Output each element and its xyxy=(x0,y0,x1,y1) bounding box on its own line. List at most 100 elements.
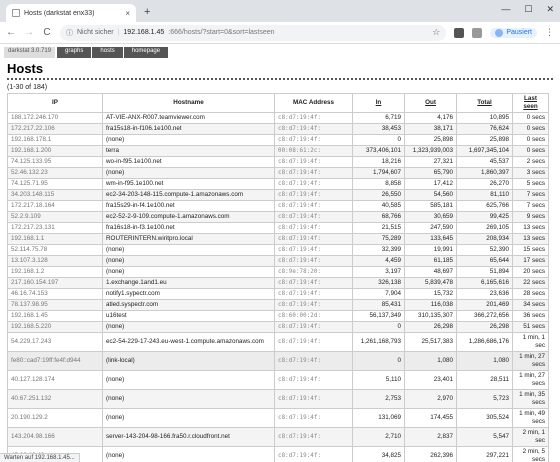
cell-in: 38,453 xyxy=(352,123,405,135)
back-icon[interactable]: ← xyxy=(6,27,16,38)
cell-ip[interactable]: 143.204.98.166 xyxy=(7,427,103,447)
cell-mac: c8:d7:19:4f: xyxy=(274,178,353,190)
extension-icon[interactable] xyxy=(472,27,483,38)
cell-ip[interactable]: 52.114.75.78 xyxy=(7,244,103,256)
cell-lastseen: 5 secs xyxy=(512,178,549,190)
reload-icon[interactable]: C xyxy=(43,27,51,38)
sort-lastseen-link[interactable]: Last seen xyxy=(512,93,549,113)
cell-hostname: atled.syspectr.com xyxy=(102,299,275,311)
table-row: 78.137.98.95 atled.syspectr.com c8:d7:19:4… xyxy=(7,299,549,311)
cell-ip[interactable]: 172.217.22.106 xyxy=(7,123,103,135)
nav-link-hosts[interactable]: hosts xyxy=(92,47,123,58)
cell-ip[interactable]: 172.217.18.164 xyxy=(7,200,103,212)
cell-lastseen: 0 secs xyxy=(512,123,549,135)
cell-ip[interactable]: 217.160.154.197 xyxy=(7,277,103,289)
sort-in-link[interactable]: In xyxy=(352,93,405,113)
forward-icon[interactable]: → xyxy=(24,27,34,38)
cell-mac: c8:d7:19:4f: xyxy=(274,211,353,223)
cell-hostname: (link-local) xyxy=(102,351,275,371)
avatar xyxy=(495,28,504,37)
cell-total: 269,105 xyxy=(456,222,513,234)
profile-paused-button[interactable]: Pausiert xyxy=(490,27,537,38)
browser-tab[interactable]: Hosts (darkstat enx33) × xyxy=(6,4,136,22)
cell-ip[interactable]: 46.16.74.153 xyxy=(7,288,103,300)
maximize-icon[interactable]: ☐ xyxy=(524,4,533,14)
cell-ip[interactable]: 54.229.17.243 xyxy=(7,332,103,352)
hosts-table: IP Hostname MAC Address In Out Total Las… xyxy=(7,93,549,462)
cell-ip[interactable]: fe80::cad7:19ff:fe4f:d944 xyxy=(7,351,103,371)
bookmark-star-icon[interactable]: ☆ xyxy=(432,27,441,37)
cell-ip[interactable]: 20.190.129.2 xyxy=(7,408,103,428)
cell-out: 247,590 xyxy=(404,222,457,234)
nav-link-homepage[interactable]: homepage xyxy=(123,47,169,58)
tab-title: Hosts (darkstat enx33) xyxy=(24,9,95,17)
cell-ip[interactable]: 172.217.23.131 xyxy=(7,222,103,234)
paused-label: Pausiert xyxy=(506,29,532,36)
menu-icon[interactable]: ⋮ xyxy=(545,27,554,37)
cell-mac: 00:08:61:2c: xyxy=(274,145,353,157)
table-row: 192.168.1.45 u16test c8:60:00:2d: 56,137,34… xyxy=(7,310,549,322)
cell-out: 116,038 xyxy=(404,299,457,311)
cell-total: 26,298 xyxy=(456,321,513,333)
cell-ip[interactable]: 40.127.128.174 xyxy=(7,370,103,390)
cell-ip[interactable]: 52.46.132.23 xyxy=(7,167,103,179)
new-tab-icon[interactable]: + xyxy=(144,6,151,18)
cell-hostname: (none) xyxy=(102,408,275,428)
address-bar[interactable]: ⓘ Nicht sicher | 192.168.1.45:666/hosts/… xyxy=(60,24,447,41)
cell-mac: c8:d7:19:4f: xyxy=(274,189,353,201)
cell-ip[interactable]: 52.2.9.109 xyxy=(7,211,103,223)
cell-hostname: ec2-34-203-148-115.compute-1.amazonaws.c… xyxy=(102,189,275,201)
cell-mac: c8:d7:19:4f: xyxy=(274,255,353,267)
browser-tab-strip: Hosts (darkstat enx33) × + — ☐ ✕ xyxy=(0,0,560,22)
cell-ip[interactable]: 74.125.71.95 xyxy=(7,178,103,190)
cell-ip[interactable]: 13.107.3.128 xyxy=(7,255,103,267)
cell-mac: c8:d7:19:4f: xyxy=(274,134,353,146)
cell-in: 326,138 xyxy=(352,277,405,289)
nav-link-graphs[interactable]: graphs xyxy=(57,47,92,58)
table-row: 34.203.148.115 ec2-34-203-148-115.compute… xyxy=(7,189,549,201)
url-host: 192.168.1.45 xyxy=(123,29,165,36)
cell-ip[interactable]: 192.168.1.1 xyxy=(7,233,103,245)
cell-hostname: (none) xyxy=(102,266,275,278)
cell-ip[interactable]: 192.168.1.2 xyxy=(7,266,103,278)
extension-icon[interactable] xyxy=(454,27,465,38)
table-row: 46.16.74.153 notify1.sypectr.com c8:d7:19:… xyxy=(7,288,549,300)
cell-in: 85,431 xyxy=(352,299,405,311)
table-row: 217.160.154.197 1.exchange.1and1.eu c8:d7:… xyxy=(7,277,549,289)
cell-ip[interactable]: 192.168.178.1 xyxy=(7,134,103,146)
cell-in: 18,216 xyxy=(352,156,405,168)
cell-out: 585,181 xyxy=(404,200,457,212)
close-window-icon[interactable]: ✕ xyxy=(546,4,554,14)
minimize-icon[interactable]: — xyxy=(501,4,511,14)
cell-ip[interactable]: 78.137.98.95 xyxy=(7,299,103,311)
table-row: 172.217.18.164 fra15s29-in-f4.1e100.net c8… xyxy=(7,200,549,212)
cell-lastseen: 9 secs xyxy=(512,211,549,223)
cell-hostname: (none) xyxy=(102,244,275,256)
sort-total-link[interactable]: Total xyxy=(456,93,513,113)
cell-ip[interactable]: 40.67.251.132 xyxy=(7,389,103,409)
cell-ip[interactable]: 188.172.246.170 xyxy=(7,112,103,124)
cell-total: 10,895 xyxy=(456,112,513,124)
cell-hostname: notify1.sypectr.com xyxy=(102,288,275,300)
cell-hostname: (none) xyxy=(102,255,275,267)
cell-mac: c8:d7:19:4f: xyxy=(274,222,353,234)
cell-out: 27,321 xyxy=(404,156,457,168)
cell-ip[interactable]: 192.168.1.200 xyxy=(7,145,103,157)
col-ip: IP xyxy=(7,93,103,113)
cell-total: 28,511 xyxy=(456,370,513,390)
sort-out-link[interactable]: Out xyxy=(404,93,457,113)
cell-mac: c8:d7:19:4f: xyxy=(274,446,353,462)
cell-ip[interactable]: 192.168.1.45 xyxy=(7,310,103,322)
cell-out: 5,839,478 xyxy=(404,277,457,289)
cell-ip[interactable]: 34.203.148.115 xyxy=(7,189,103,201)
cell-hostname: (none) xyxy=(102,134,275,146)
cell-lastseen: 1 min, 35 secs xyxy=(512,389,549,409)
cell-ip[interactable]: 74.125.133.95 xyxy=(7,156,103,168)
cell-out: 4,176 xyxy=(404,112,457,124)
cell-total: 208,934 xyxy=(456,233,513,245)
table-row: 52.46.132.23 (none) c8:d7:19:4f: 1,794,607 6… xyxy=(7,167,549,179)
cell-ip[interactable]: 192.168.5.220 xyxy=(7,321,103,333)
close-tab-icon[interactable]: × xyxy=(125,8,130,18)
info-icon[interactable]: ⓘ xyxy=(66,29,73,37)
cell-in: 56,137,349 xyxy=(352,310,405,322)
